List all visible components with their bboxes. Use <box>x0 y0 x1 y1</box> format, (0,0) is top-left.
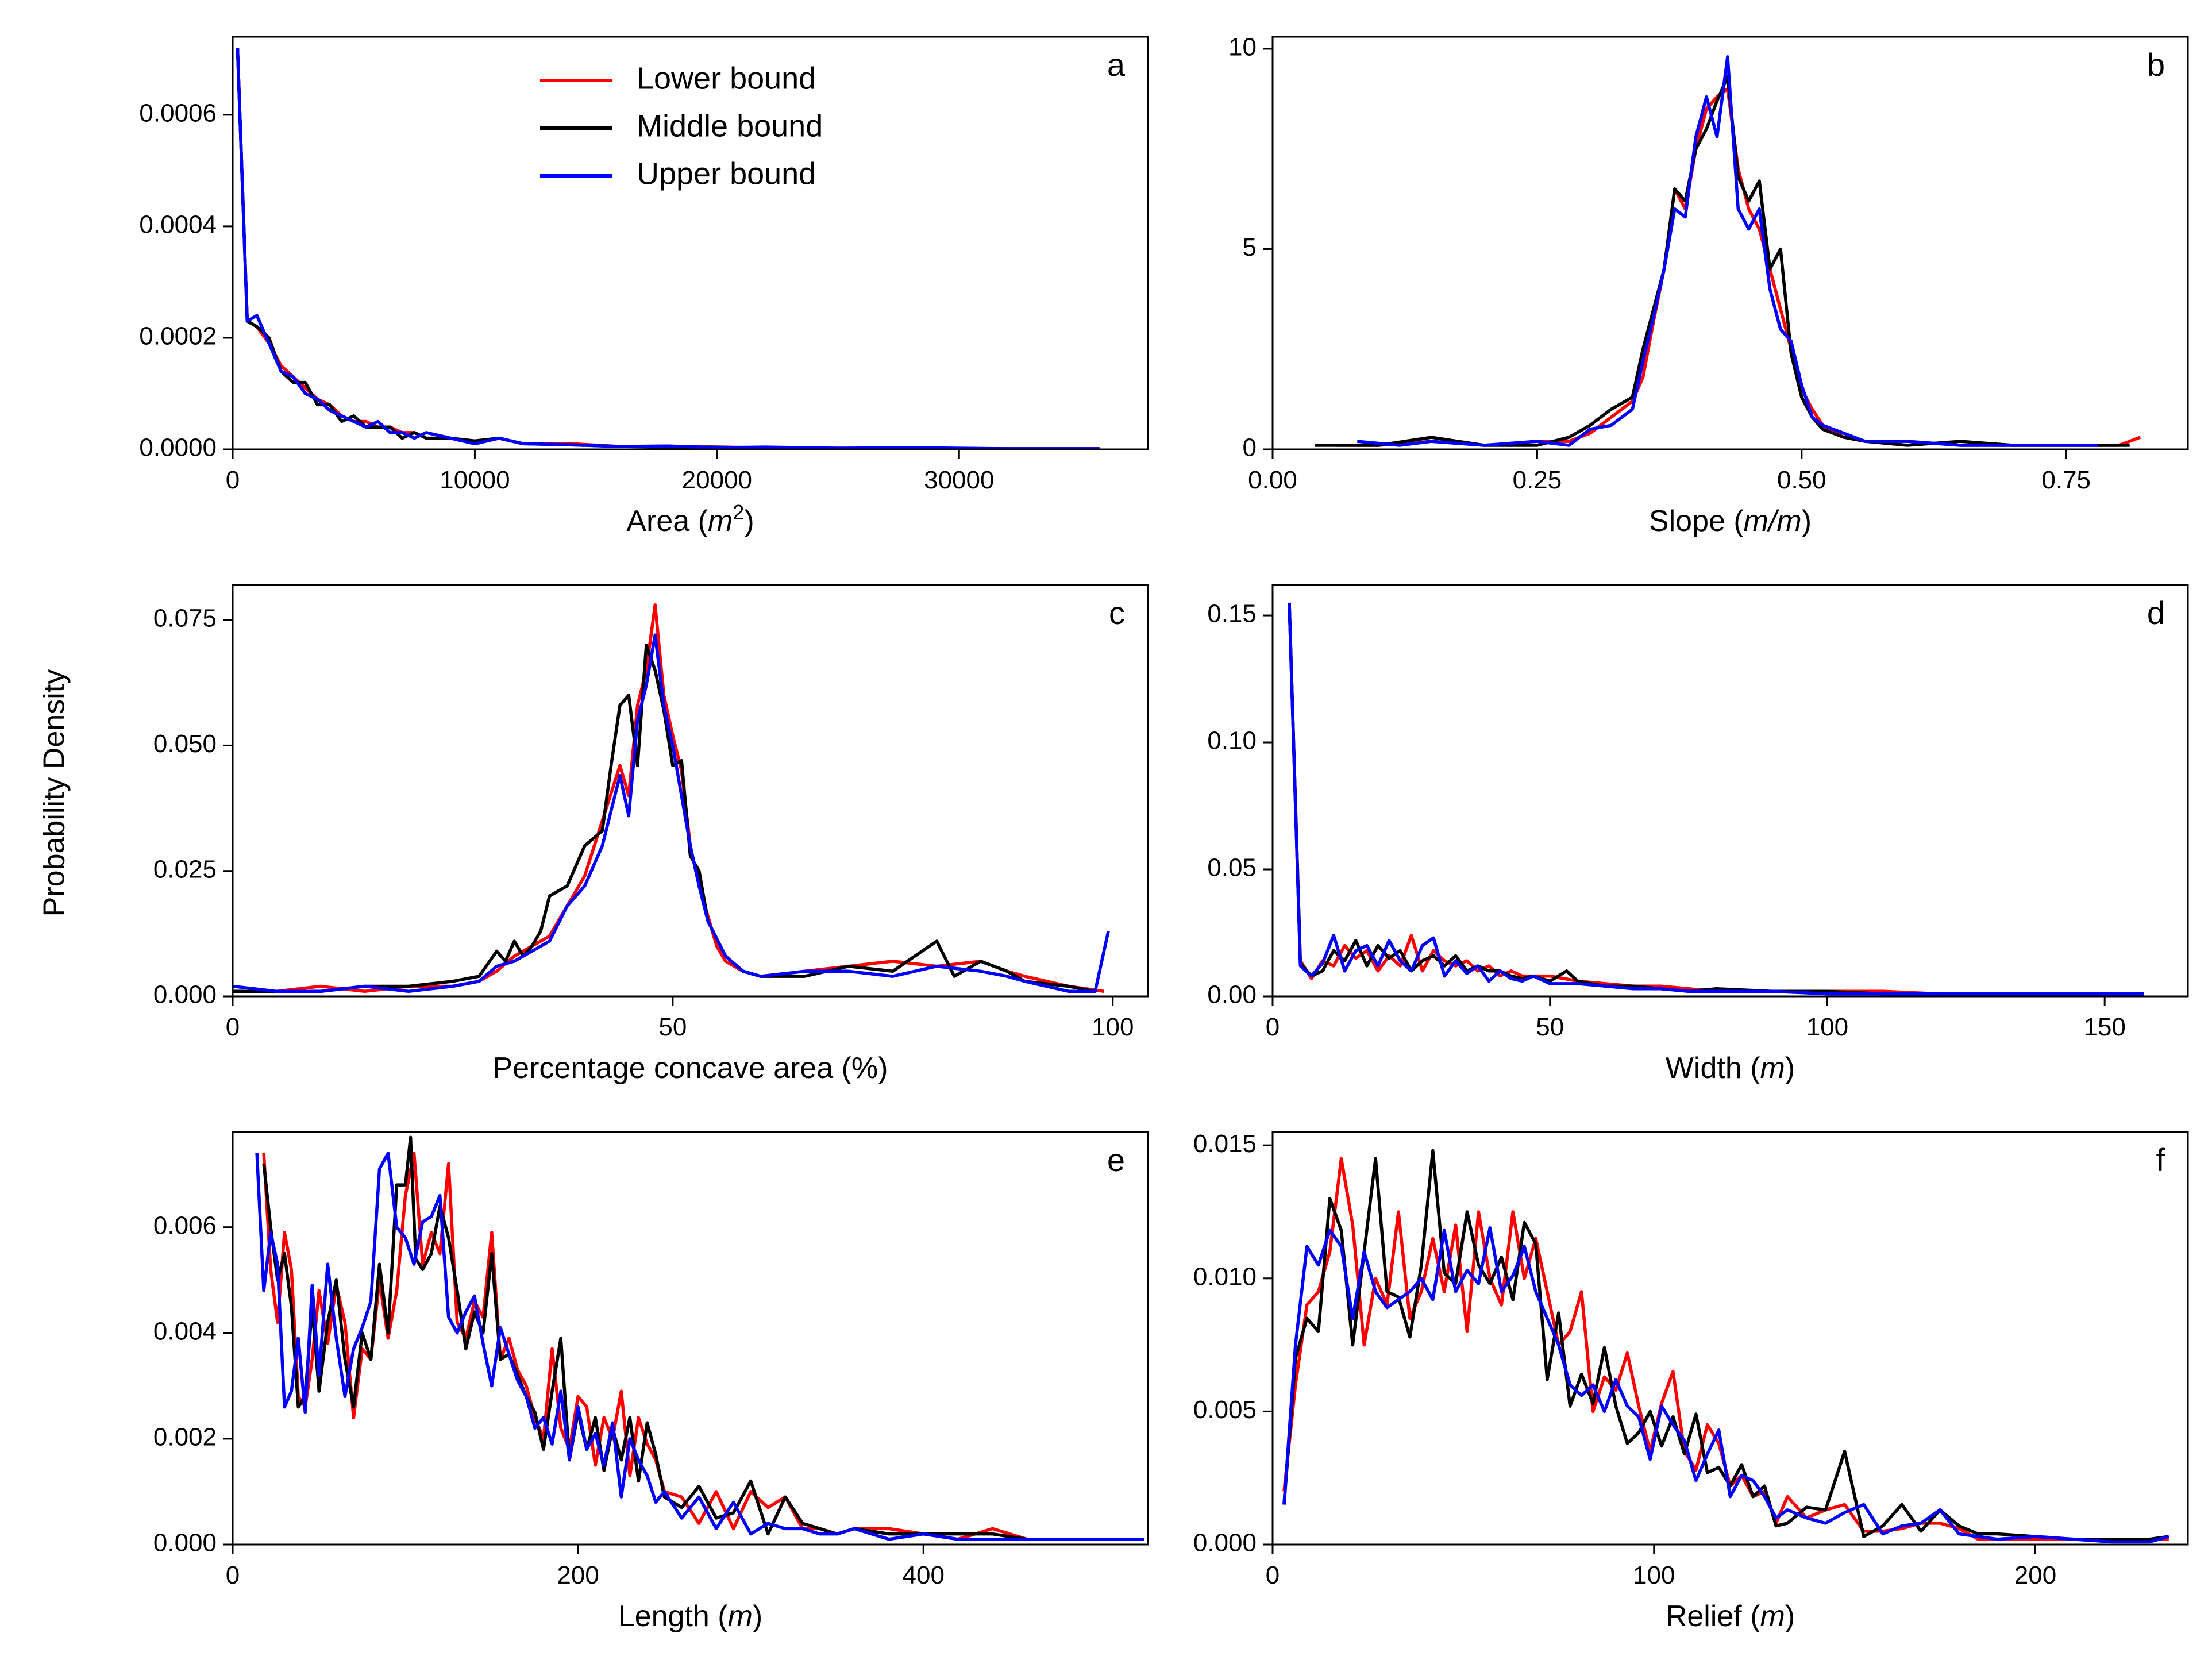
x-tick-label-a: 10000 <box>440 466 510 494</box>
y-tick-label-b: 5 <box>1243 233 1257 261</box>
y-tick-label-d: 0.15 <box>1207 600 1257 628</box>
x-tick-label-e: 200 <box>557 1561 599 1589</box>
panel-letter-e: e <box>1107 1142 1125 1178</box>
y-tick-label-c: 0.075 <box>153 604 217 633</box>
x-tick-label-c: 50 <box>658 1013 687 1041</box>
y-tick-label-e: 0.006 <box>153 1211 217 1239</box>
legend: Lower bound Middle bound Upper bound <box>540 61 823 191</box>
panel-letter-c: c <box>1109 595 1125 631</box>
y-tick-label-d: 0.05 <box>1207 854 1257 882</box>
x-tick-label-a: 20000 <box>682 466 752 494</box>
y-tick-label-c: 0.050 <box>153 730 217 758</box>
y-tick-label-e: 0.002 <box>153 1423 217 1451</box>
axes-frame-b <box>1271 36 2189 450</box>
x-tick-label-d: 0 <box>1266 1013 1280 1041</box>
x-tick-label-d: 50 <box>1536 1013 1564 1041</box>
x-tick-label-a: 0 <box>226 466 240 494</box>
series-group-f <box>1282 1149 2169 1544</box>
y-tick-label-b: 0 <box>1243 434 1257 462</box>
panel-letter-f: f <box>2156 1142 2165 1178</box>
x-tick-label-f: 0 <box>1266 1561 1280 1589</box>
y-tick-label-a: 0.0004 <box>139 211 217 239</box>
x-tick-label-b: 0.25 <box>1513 466 1562 494</box>
axes-frame-e <box>232 1131 1149 1546</box>
panel-d: 0 50 100 150 0.00 0.05 0.10 0.15 Width (m) d <box>1207 584 2189 1085</box>
x-tick-label-b: 0.75 <box>2041 466 2091 494</box>
x-axis-label-c: Percentage concave area (%) <box>493 1052 888 1085</box>
y-tick-label-a: 0.0006 <box>139 99 217 127</box>
x-axis-label-d: Width (m) <box>1666 1052 1795 1085</box>
axes-frame-d <box>1271 584 2189 998</box>
y-tick-label-e: 0.000 <box>153 1529 217 1557</box>
panel-letter-d: d <box>2147 595 2165 631</box>
legend-label-upper-bound: Upper bound <box>637 156 816 191</box>
x-axis-label-e: Length (m) <box>618 1600 762 1633</box>
panel-f: 0 100 200 0.000 0.005 0.010 0.015 Relief (m) f <box>1193 1130 2189 1633</box>
x-tick-label-d: 150 <box>2083 1013 2125 1041</box>
y-tick-label-d: 0.00 <box>1207 981 1257 1009</box>
panel-c: 0 50 100 0.000 0.025 0.050 0.075 Percentage con… <box>153 584 1149 1085</box>
x-axis-label-b: Slope (m/m) <box>1649 504 1812 538</box>
x-tick-label-b: 0.50 <box>1777 466 1826 494</box>
legend-label-lower-bound: Lower bound <box>637 61 816 95</box>
x-tick-label-f: 100 <box>1633 1561 1675 1589</box>
x-tick-label-e: 0 <box>226 1561 240 1589</box>
x-tick-label-f: 200 <box>2014 1561 2056 1589</box>
y-tick-label-f: 0.015 <box>1193 1130 1257 1158</box>
y-tick-label-e: 0.004 <box>153 1317 217 1345</box>
y-tick-label-f: 0.010 <box>1193 1262 1257 1291</box>
series-line-middle-bound-e <box>262 1135 1144 1541</box>
y-tick-label-c: 0.025 <box>153 855 217 883</box>
panel-letter-b: b <box>2147 47 2165 83</box>
x-tick-label-e: 400 <box>903 1561 945 1589</box>
x-axis-label-a: Area (m2) <box>626 500 754 538</box>
axes-frame-c <box>232 584 1149 998</box>
series-line-upper-bound-c <box>233 633 1110 993</box>
series-line-middle-bound-f <box>1282 1149 2169 1541</box>
series-line-lower-bound-f <box>1282 1157 2169 1541</box>
axes-frame-a <box>232 36 1149 450</box>
y-tick-label-a: 0.0002 <box>139 322 217 351</box>
series-group-b <box>1315 55 2141 447</box>
x-tick-label-d: 100 <box>1806 1013 1848 1041</box>
panel-b: 0.00 0.25 0.50 0.75 0 5 10 Slope (m/m) b <box>1228 33 2189 538</box>
panel-a: 0 10000 20000 30000 0.0000 0.0002 0.0004 0.0006… <box>139 36 1149 538</box>
x-tick-label-c: 100 <box>1092 1013 1134 1041</box>
y-tick-label-d: 0.10 <box>1207 727 1257 755</box>
series-group-e <box>255 1135 1144 1541</box>
x-axis-label-f: Relief (m) <box>1666 1600 1795 1633</box>
series-group-a <box>236 48 1100 449</box>
x-tick-label-a: 30000 <box>924 466 994 494</box>
legend-label-middle-bound: Middle bound <box>637 109 823 143</box>
series-line-upper-bound-a <box>236 48 1100 449</box>
axes-frame-f <box>1271 1131 2189 1546</box>
y-tick-label-b: 10 <box>1228 33 1257 61</box>
panel-letter-a: a <box>1107 47 1126 83</box>
series-group-c <box>233 603 1110 993</box>
global-ylabel: Probability Density <box>38 669 71 917</box>
x-tick-label-b: 0.00 <box>1248 466 1297 494</box>
y-tick-label-f: 0.000 <box>1193 1529 1257 1557</box>
panel-e: 0 200 400 0.000 0.002 0.004 0.006 Length (m) e <box>153 1131 1149 1633</box>
series-line-upper-bound-d <box>1288 602 2144 996</box>
x-tick-label-c: 0 <box>226 1013 240 1041</box>
series-line-upper-bound-e <box>255 1152 1144 1541</box>
y-tick-label-a: 0.0000 <box>139 434 217 462</box>
series-group-d <box>1288 602 2144 996</box>
series-line-upper-bound-b <box>1357 55 2098 447</box>
y-tick-label-f: 0.005 <box>1193 1396 1257 1424</box>
series-line-upper-bound-f <box>1282 1226 2169 1544</box>
y-tick-label-c: 0.000 <box>153 981 217 1009</box>
